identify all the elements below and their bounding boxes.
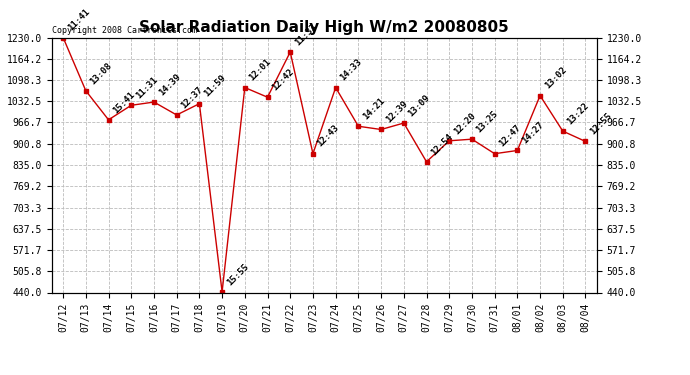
Text: 12:37: 12:37 bbox=[179, 85, 205, 110]
Text: 12:01: 12:01 bbox=[248, 57, 273, 83]
Text: 13:25: 13:25 bbox=[475, 109, 500, 134]
Text: 11:41: 11:41 bbox=[66, 7, 91, 33]
Text: 12:42: 12:42 bbox=[270, 67, 295, 92]
Text: 13:09: 13:09 bbox=[406, 93, 432, 118]
Text: 11:59: 11:59 bbox=[202, 74, 228, 99]
Text: 15:55: 15:55 bbox=[225, 262, 250, 287]
Text: 13:22: 13:22 bbox=[566, 101, 591, 126]
Text: 12:55: 12:55 bbox=[588, 111, 613, 136]
Text: 13:02: 13:02 bbox=[543, 65, 568, 91]
Text: 12:43: 12:43 bbox=[315, 123, 341, 149]
Text: 15:41: 15:41 bbox=[111, 90, 137, 115]
Text: 12:20: 12:20 bbox=[452, 111, 477, 136]
Text: 12:54: 12:54 bbox=[429, 132, 455, 157]
Title: Solar Radiation Daily High W/m2 20080805: Solar Radiation Daily High W/m2 20080805 bbox=[139, 20, 509, 35]
Text: 14:27: 14:27 bbox=[520, 120, 546, 146]
Text: 14:21: 14:21 bbox=[361, 96, 386, 122]
Text: 13:08: 13:08 bbox=[88, 60, 114, 86]
Text: 12:39: 12:39 bbox=[384, 99, 409, 124]
Text: 14:33: 14:33 bbox=[338, 57, 364, 83]
Text: 11:33: 11:33 bbox=[293, 22, 318, 47]
Text: 12:47: 12:47 bbox=[497, 123, 523, 149]
Text: 14:39: 14:39 bbox=[157, 72, 182, 97]
Text: Copyright 2008 Cartronics.com: Copyright 2008 Cartronics.com bbox=[52, 26, 197, 35]
Text: 11:31: 11:31 bbox=[134, 75, 159, 100]
